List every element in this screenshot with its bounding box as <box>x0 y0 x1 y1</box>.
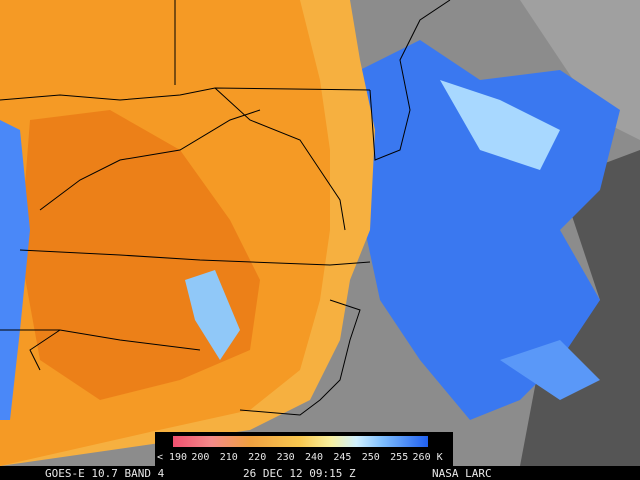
colorbar-label: 210 <box>220 452 238 463</box>
west-blue <box>0 120 30 420</box>
caption-source: NASA LARC <box>432 467 492 480</box>
caption-satellite: GOES-E 10.7 BAND 4 <box>45 467 165 480</box>
lightblue-region <box>440 80 560 170</box>
colorbar-label: 230 <box>277 452 295 463</box>
inland-cloud <box>185 270 240 360</box>
colorbar-label: 220 <box>248 452 266 463</box>
caption-bar <box>0 466 640 480</box>
caption-time: 26 DEC 12 09:15 Z <box>243 467 356 480</box>
colorbar-label: 260 K <box>413 452 443 463</box>
colorbar-label: 255 <box>390 452 408 463</box>
colorbar-label: 250 <box>362 452 380 463</box>
boundaries <box>0 0 451 416</box>
blue-patch <box>500 340 600 400</box>
colorbar-label: 240 <box>305 452 323 463</box>
colorbar-label: < 190 <box>157 452 187 463</box>
colorbar <box>173 436 428 447</box>
colorbar-label: 200 <box>191 452 209 463</box>
colorbar-label: 245 <box>333 452 351 463</box>
